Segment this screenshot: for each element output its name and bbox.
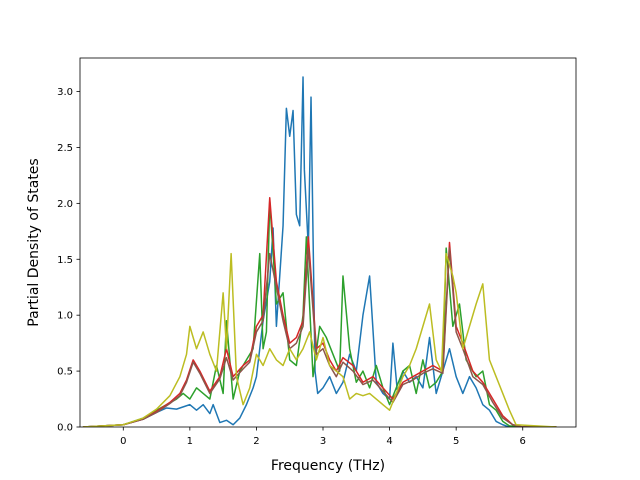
series-line-5 <box>82 252 557 427</box>
series-line-4 <box>82 247 557 427</box>
y-tick-label: 1.5 <box>57 255 73 266</box>
series-line-2 <box>82 200 557 427</box>
x-tick-label: 4 <box>386 436 392 447</box>
x-tick-label: 1 <box>187 436 193 447</box>
y-tick-label: 2.0 <box>57 199 73 210</box>
series-line-1 <box>82 76 557 427</box>
y-tick-label: 2.5 <box>57 143 73 154</box>
y-tick-label: 3.0 <box>57 87 73 98</box>
axes-frame <box>79 57 577 428</box>
y-tick-label: 0.0 <box>57 423 73 434</box>
y-axis-label: Partial Density of States <box>26 158 42 326</box>
x-tick-label: 2 <box>253 436 259 447</box>
series-layer <box>82 76 557 427</box>
x-tick-label: 6 <box>520 436 526 447</box>
y-tick-label: 0.5 <box>57 367 73 378</box>
x-axis-label: Frequency (THz) <box>271 458 385 474</box>
x-tick-label: 3 <box>320 436 326 447</box>
x-tick-label: 0 <box>120 436 126 447</box>
y-axis: 0.0 0.5 1.0 1.5 2.0 2.5 3.0 <box>57 87 80 434</box>
y-tick-label: 1.0 <box>57 311 73 322</box>
x-axis: 0 1 2 3 4 5 6 <box>120 427 526 447</box>
x-tick-label: 5 <box>453 436 459 447</box>
